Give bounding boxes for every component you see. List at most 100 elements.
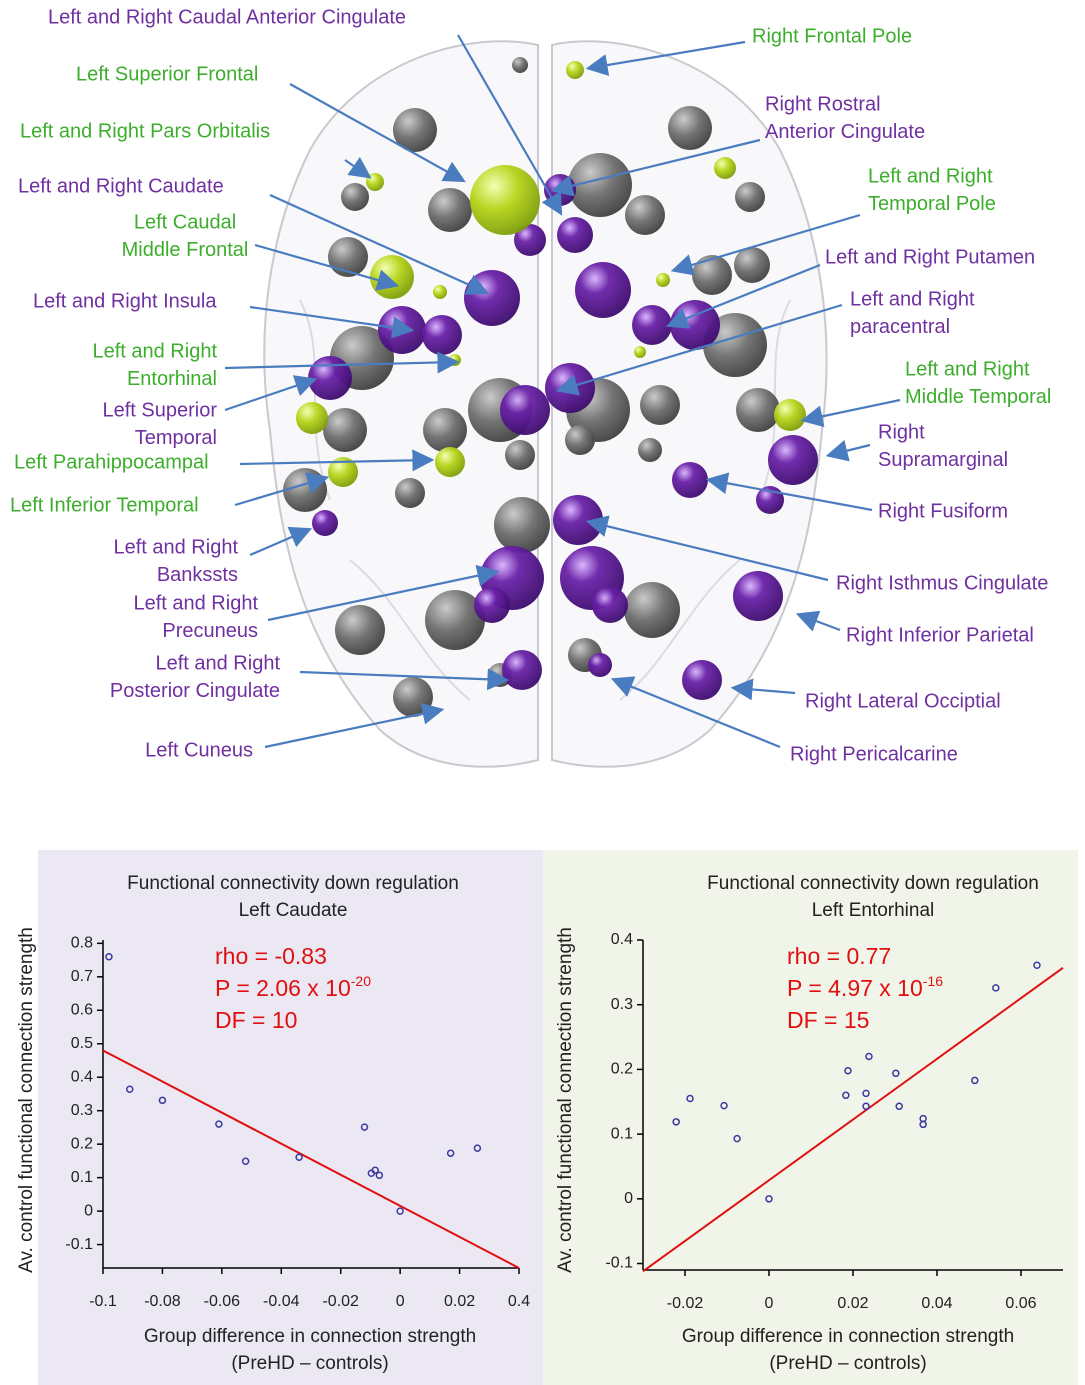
region-label: Left and Right (113, 536, 238, 558)
node (435, 447, 465, 477)
y-tick-label: 0.4 (611, 931, 633, 948)
node (494, 497, 550, 553)
region-label: Right (878, 421, 925, 443)
node (592, 587, 628, 623)
region-label: Right Isthmus Cingulate (836, 572, 1048, 594)
region-label: Middle Temporal (905, 386, 1051, 408)
region-label: Bankssts (157, 564, 238, 586)
y-tick-label: 0.4 (71, 1068, 93, 1085)
node (682, 660, 722, 700)
x-tick-label: -0.06 (204, 1293, 241, 1310)
x-tick-label: -0.02 (322, 1293, 359, 1310)
region-label: Left and Right (905, 358, 1030, 380)
region-label: Left Inferior Temporal (10, 494, 199, 516)
node (464, 270, 520, 326)
region-label: Right Fusiform (878, 500, 1008, 522)
x-tick-label: 0 (765, 1295, 774, 1312)
node (312, 510, 338, 536)
node (449, 354, 461, 366)
y-tick-label: 0 (624, 1190, 633, 1207)
region-label: Left and Right Putamen (825, 246, 1035, 268)
node (624, 582, 680, 638)
region-label: Anterior Cingulate (765, 121, 925, 143)
region-label: Entorhinal (127, 368, 217, 390)
region-label: paracentral (850, 316, 950, 338)
node (588, 653, 612, 677)
node (470, 165, 540, 235)
region-label: Right Pericalcarine (790, 743, 958, 765)
node (370, 255, 414, 299)
y-tick-label: 0 (84, 1202, 93, 1219)
node (638, 438, 662, 462)
region-label: Left Superior Frontal (76, 63, 258, 85)
node (774, 399, 806, 431)
node (557, 217, 593, 253)
x-tick-label: 0.4 (508, 1293, 530, 1310)
region-label: Left and Right (868, 165, 993, 187)
y-axis-label: Av. control functional connection streng… (16, 927, 37, 1273)
node (736, 388, 780, 432)
y-tick-label: 0.3 (71, 1102, 93, 1119)
region-label: Precuneus (162, 620, 258, 642)
node (553, 495, 603, 545)
node (433, 285, 447, 299)
node (283, 468, 327, 512)
x-tick-label: -0.08 (144, 1293, 181, 1310)
y-tick-label: 0.2 (611, 1061, 633, 1078)
arrow (830, 445, 870, 455)
node (505, 440, 535, 470)
node (735, 182, 765, 212)
node (296, 402, 328, 434)
node (768, 435, 818, 485)
y-tick-label: 0.1 (71, 1169, 93, 1186)
y-tick-label: 0.8 (71, 935, 93, 952)
node (393, 677, 433, 717)
node (502, 650, 542, 690)
node (378, 306, 426, 354)
node (423, 408, 467, 452)
node (500, 385, 550, 435)
arrow (800, 615, 840, 630)
annotation-text: rho = 0.77 (787, 943, 891, 969)
region-label: Left and Right Insula (33, 290, 217, 312)
region-label: Left and Right (850, 288, 975, 310)
node (634, 346, 646, 358)
y-tick-label: 0.6 (71, 1002, 93, 1019)
annotation-superscript: -20 (351, 973, 371, 989)
region-label: Left and Right Caudal Anterior Cingulate (48, 6, 406, 28)
region-label: Middle Frontal (122, 239, 249, 261)
y-axis-label: Av. control functional connection streng… (555, 927, 576, 1273)
node (668, 106, 712, 150)
region-label: Posterior Cingulate (110, 680, 280, 702)
region-label: Temporal (135, 427, 217, 449)
chart-title: Left Caudate (239, 900, 348, 921)
annotation: P = 2.06 x 10-20 (215, 973, 371, 1001)
region-label: Left and Right (92, 340, 217, 362)
node (308, 356, 352, 400)
x-tick-label: 0.06 (1005, 1295, 1036, 1312)
x-tick-label: 0.04 (921, 1295, 952, 1312)
node (565, 425, 595, 455)
x-tick-label: 0.02 (444, 1293, 475, 1310)
y-tick-label: 0.3 (611, 996, 633, 1013)
node (428, 188, 472, 232)
region-label: Left and Right (155, 652, 280, 674)
annotation-text: P = 2.06 x 10 (215, 975, 351, 1001)
region-label: Left Caudal (134, 211, 236, 233)
region-label: Right Lateral Occiptial (805, 690, 1001, 712)
charts: Functional connectivity down regulation L… (16, 850, 1078, 1385)
node (632, 305, 672, 345)
node (422, 315, 462, 355)
annotation-text: P = 4.97 x 10 (787, 975, 923, 1001)
node (714, 157, 736, 179)
annotation: DF = 10 (215, 1007, 297, 1033)
annotation-text: DF = 15 (787, 1007, 869, 1033)
x-axis-label: Group difference in connection strength (682, 1326, 1014, 1347)
chart-title: Left Entorhinal (812, 900, 935, 921)
chart-title: Functional connectivity down regulation (127, 873, 459, 894)
node (733, 571, 783, 621)
region-label: Left and Right Pars Orbitalis (20, 120, 270, 142)
node (692, 255, 732, 295)
region-label: Supramarginal (878, 449, 1008, 471)
region-label: Right Frontal Pole (752, 25, 912, 47)
